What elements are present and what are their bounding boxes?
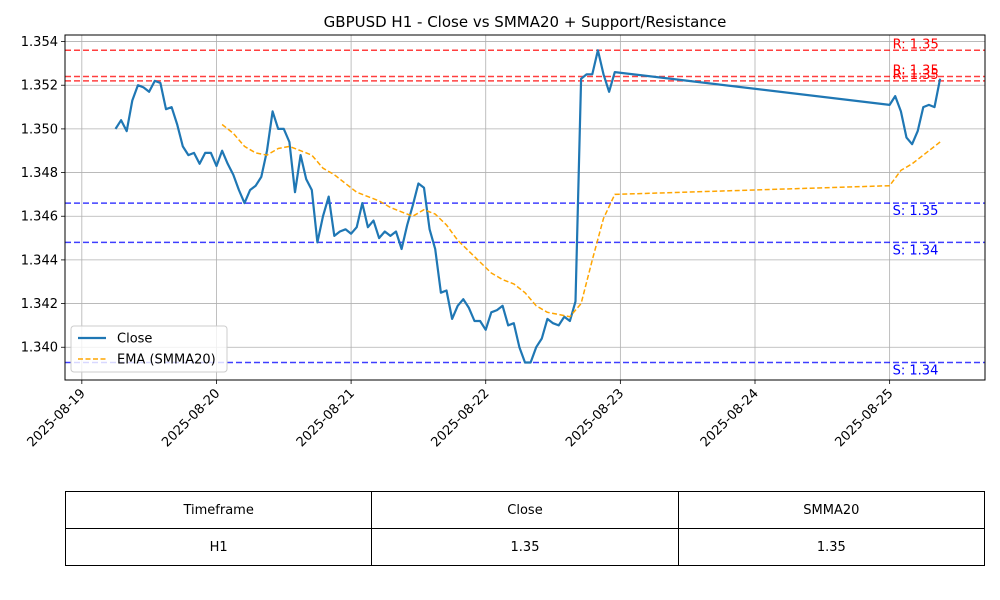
series-lines [114,49,942,364]
x-tick-label: 2025-08-24 [698,386,762,450]
cell-timeframe: H1 [64,528,373,566]
x-tick-label: 2025-08-25 [832,386,896,450]
y-tick-label: 1.352 [21,79,58,94]
y-tick-label: 1.342 [21,297,58,312]
x-tick-label: 2025-08-23 [563,386,627,450]
summary-table: Timeframe Close SMMA20 H1 1.35 1.35 [64,491,986,566]
legend: Close EMA (SMMA20) [70,325,228,373]
header-timeframe: Timeframe [64,491,373,529]
close-series-line [114,49,942,364]
resistance-label: R: 1.35 [893,63,939,78]
x-tick-label: 2025-08-19 [25,386,89,450]
support-label: S: 1.34 [893,364,939,379]
resistance-label: R: 1.35 [893,68,939,83]
cell-smma20: 1.35 [677,528,986,566]
support-resistance-lines [65,49,985,364]
y-tick-label: 1.346 [21,210,58,225]
header-close: Close [371,491,679,529]
cell-close: 1.35 [371,528,679,566]
y-tick-label: 1.344 [21,253,58,268]
y-tick-label: 1.354 [21,35,58,50]
y-tick-label: 1.350 [21,122,58,137]
resistance-label: R: 1.35 [893,37,939,52]
chart-title: GBPUSD H1 - Close vs SMMA20 + Support/Re… [324,13,727,31]
smma20-series-line [221,123,941,318]
x-tick-label: 2025-08-21 [294,386,358,450]
legend-box [70,325,228,373]
table-row: H1 1.35 1.35 [64,528,986,566]
y-tick-label: 1.348 [21,166,58,181]
level-labels: R: 1.35R: 1.35R: 1.35S: 1.35S: 1.34S: 1.… [893,37,939,378]
header-smma20: SMMA20 [677,491,986,529]
grid-lines [65,35,985,380]
table-header-row: Timeframe Close SMMA20 [64,491,986,529]
x-tick-label: 2025-08-22 [429,386,493,450]
plot-frame [64,34,986,381]
support-label: S: 1.34 [893,243,939,258]
y-tick-label: 1.340 [21,341,58,356]
legend-label: EMA (SMMA20) [117,353,216,368]
chart: GBPUSD H1 - Close vs SMMA20 + Support/Re… [21,13,986,450]
legend-label: Close [117,332,152,347]
support-label: S: 1.35 [893,204,939,219]
x-tick-label: 2025-08-20 [159,386,223,450]
